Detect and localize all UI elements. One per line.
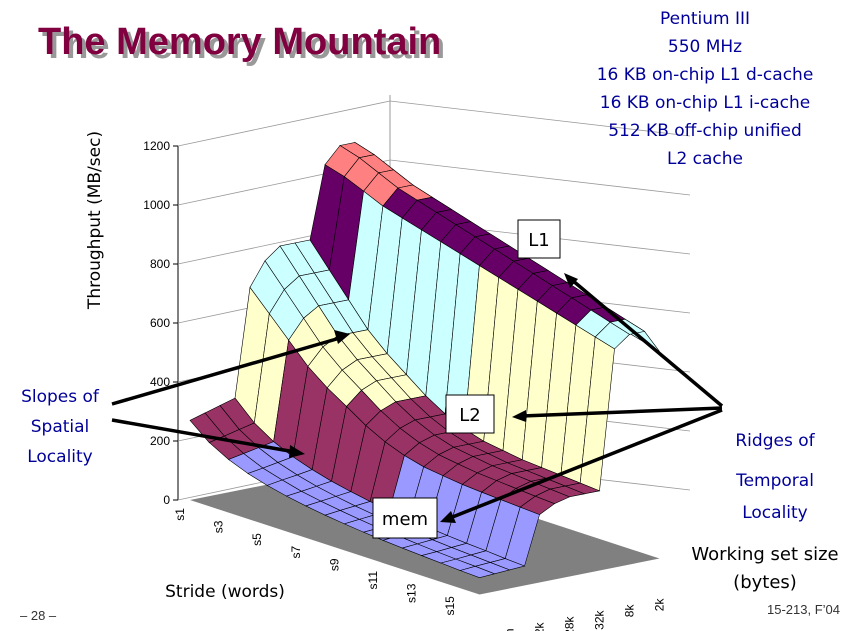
label-box [372,497,438,539]
z-tick-label: 0 [163,493,170,507]
arrow [111,336,341,406]
x-tick-label: s5 [250,533,264,546]
arrow [111,418,296,454]
z-tick-label: 1000 [143,198,170,212]
spec-line: L2 cache [667,149,743,169]
spec-line: Pentium III [660,9,750,29]
y-axis-label: (bytes) [733,572,797,593]
note-line: Temporal [735,471,814,491]
arrow-head [440,511,456,523]
y-axis-label: Working set size [691,544,838,565]
z-tick-label: 600 [150,316,170,330]
note-line: Locality [27,447,93,467]
spec-line: 512 KB off-chip unified [608,121,802,141]
z-tick-label: 800 [150,257,170,271]
grid-line [389,100,691,137]
page-number: – 28 – [20,608,57,623]
arrow-head [564,273,578,288]
x-tick-label: s7 [289,545,303,558]
label: L2 [459,405,480,426]
arrow [521,406,723,418]
surface-cell [459,566,496,578]
x-tick-label: s9 [327,558,341,571]
z-axis-label: Throughput (MB/sec) [85,131,105,310]
grid-line [389,159,691,196]
label: mem [382,509,428,530]
arrow [449,408,723,520]
arrows [111,278,724,520]
label-box [517,219,561,259]
spec-line: 16 KB on-chip L1 d-cache [597,65,814,85]
x-tick-label: s3 [212,520,226,533]
y-tick-label: 2k [653,598,667,612]
slopes-note: Slopes of Spatial Locality [21,387,100,467]
labels: L1 L2 mem [372,219,561,539]
z-tick-label: 400 [150,375,170,389]
arrow [570,278,724,408]
spec-line: 550 MHz [668,37,742,57]
x-tick-label: s15 [443,596,457,616]
x-tick-label: s11 [366,571,380,590]
y-tick-label: 2m [503,628,517,631]
y-tick-label: 512k [533,622,547,631]
arrow-heads [289,273,578,523]
chart: 0 200 400 600 800 1000 1200 s1 s3 s5 s7 s9 s11 s13 s15… [143,95,691,631]
ridges-note: Ridges of Temporal Locality [735,431,816,523]
y-tick-label: 32k [593,610,607,630]
arrow-head [512,410,526,422]
y-tick-label: 128k [563,616,577,631]
title: The Memory Mountain [38,21,441,63]
note-line: Spatial [31,417,90,437]
note-line: Locality [742,503,808,523]
y-tick-label: 8k [623,604,637,618]
spec-line: 16 KB on-chip L1 i-cache [600,93,811,113]
note-line: Ridges of [735,431,815,451]
course: 15-213, F’04 [767,602,840,617]
arrow-head [334,330,350,344]
note-line: Slopes of [21,387,100,407]
z-tick-label: 200 [150,434,170,448]
arrow-head [289,445,305,458]
x-tick-label: s13 [405,583,419,603]
z-tick-label: 1200 [143,139,170,153]
label: L1 [528,230,549,251]
grid-line [177,100,391,147]
x-tick-label: s1 [173,508,187,521]
specs: Pentium III 550 MHz 16 KB on-chip L1 d-c… [597,9,814,169]
x-axis-label: Stride (words) [165,582,285,602]
label-box [445,394,495,434]
title-shadow: The Memory Mountain [42,25,445,67]
